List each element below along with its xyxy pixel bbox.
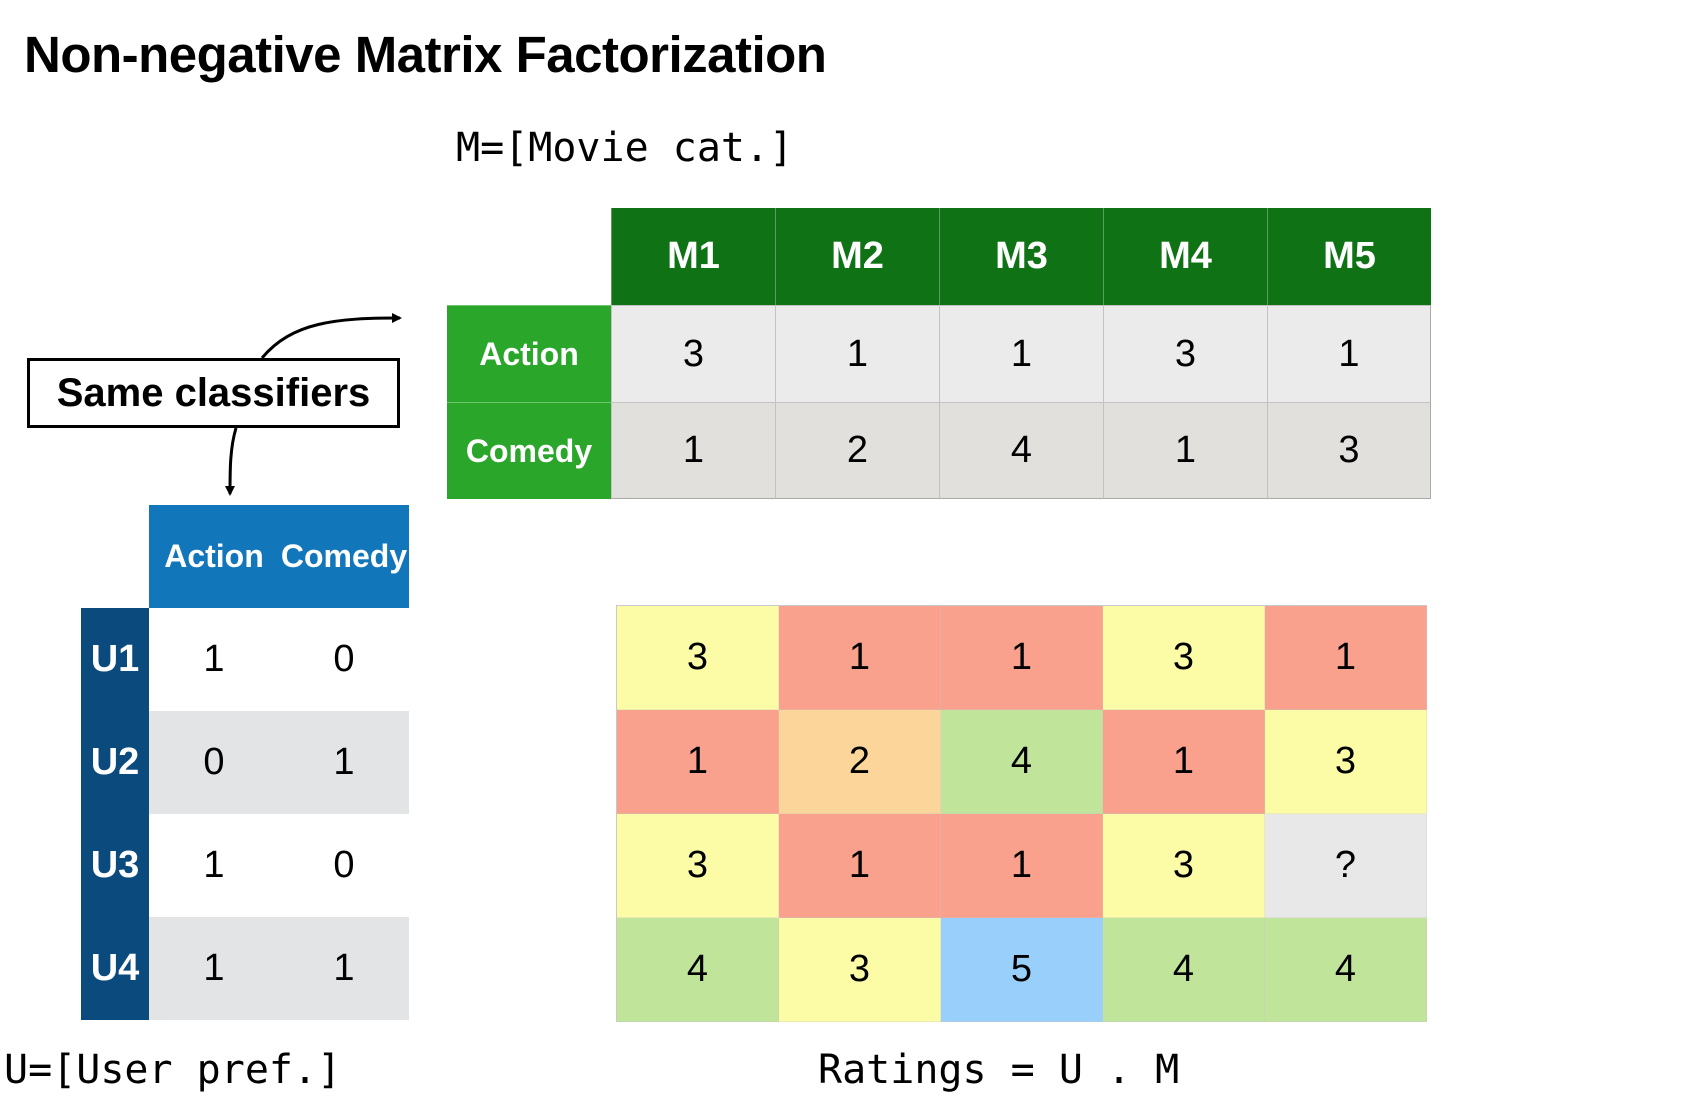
m-col-header: M2 bbox=[775, 208, 939, 305]
rating-cell: 1 bbox=[779, 814, 941, 918]
u-matrix-caption: U=[User pref.] bbox=[4, 1047, 342, 1093]
m-col-header: M4 bbox=[1103, 208, 1267, 305]
rating-cell: 4 bbox=[1265, 918, 1427, 1022]
rating-cell: 1 bbox=[779, 606, 941, 710]
m-cell: 3 bbox=[611, 305, 775, 402]
rating-cell: 1 bbox=[1265, 606, 1427, 710]
m-cell: 1 bbox=[611, 402, 775, 499]
rating-cell: 3 bbox=[779, 918, 941, 1022]
m-cell: 1 bbox=[775, 305, 939, 402]
u-cell: 1 bbox=[149, 814, 279, 917]
u-cell: 0 bbox=[279, 608, 409, 711]
rating-cell: 3 bbox=[1103, 814, 1265, 918]
rating-cell: 3 bbox=[617, 814, 779, 918]
u-col-header-action: Action bbox=[149, 505, 279, 608]
m-cell: 4 bbox=[939, 402, 1103, 499]
m-cell: 3 bbox=[1267, 402, 1431, 499]
rating-cell: 3 bbox=[1103, 606, 1265, 710]
u-matrix: Action Comedy U1 1 0 U2 0 1 U3 1 0 U4 1 … bbox=[81, 505, 409, 1020]
ratings-caption: Ratings = U . M bbox=[818, 1047, 1180, 1093]
m-matrix-caption: M=[Movie cat.] bbox=[456, 125, 794, 171]
m-cell: 1 bbox=[939, 305, 1103, 402]
u-cell: 1 bbox=[149, 608, 279, 711]
u-row-header: U2 bbox=[81, 711, 149, 814]
rating-cell: 1 bbox=[941, 814, 1103, 918]
rating-cell: 5 bbox=[941, 918, 1103, 1022]
m-col-header: M5 bbox=[1267, 208, 1431, 305]
same-classifiers-label: Same classifiers bbox=[27, 358, 400, 428]
m-col-header: M3 bbox=[939, 208, 1103, 305]
page-title: Non-negative Matrix Factorization bbox=[24, 26, 827, 83]
rating-cell: 4 bbox=[941, 710, 1103, 814]
m-row-header-comedy: Comedy bbox=[447, 402, 611, 499]
u-cell: 0 bbox=[149, 711, 279, 814]
u-row-header: U4 bbox=[81, 917, 149, 1020]
m-matrix: M1 M2 M3 M4 M5 Action 3 1 1 3 1 Comedy 1… bbox=[447, 208, 1431, 499]
rating-cell: 4 bbox=[1103, 918, 1265, 1022]
arrow-to-u-matrix-icon bbox=[225, 427, 238, 496]
m-cell: 1 bbox=[1103, 402, 1267, 499]
rating-cell: 1 bbox=[941, 606, 1103, 710]
m-col-header: M1 bbox=[611, 208, 775, 305]
u-cell: 0 bbox=[279, 814, 409, 917]
rating-cell: ? bbox=[1265, 814, 1427, 918]
u-col-header-comedy: Comedy bbox=[279, 505, 409, 608]
m-cell: 3 bbox=[1103, 305, 1267, 402]
rating-cell: 4 bbox=[617, 918, 779, 1022]
rating-cell: 3 bbox=[617, 606, 779, 710]
m-cell: 2 bbox=[775, 402, 939, 499]
u-cell: 1 bbox=[149, 917, 279, 1020]
arrow-to-m-matrix-icon bbox=[260, 313, 402, 359]
u-row-header: U1 bbox=[81, 608, 149, 711]
rating-cell: 1 bbox=[617, 710, 779, 814]
u-row-header: U3 bbox=[81, 814, 149, 917]
u-cell: 1 bbox=[279, 711, 409, 814]
rating-cell: 3 bbox=[1265, 710, 1427, 814]
m-cell: 1 bbox=[1267, 305, 1431, 402]
rating-cell: 2 bbox=[779, 710, 941, 814]
m-row-header-action: Action bbox=[447, 305, 611, 402]
rating-cell: 1 bbox=[1103, 710, 1265, 814]
u-cell: 1 bbox=[279, 917, 409, 1020]
ratings-matrix: 3 1 1 3 1 1 2 4 1 3 3 1 1 3? 4 3 5 4 4 bbox=[616, 605, 1427, 1022]
